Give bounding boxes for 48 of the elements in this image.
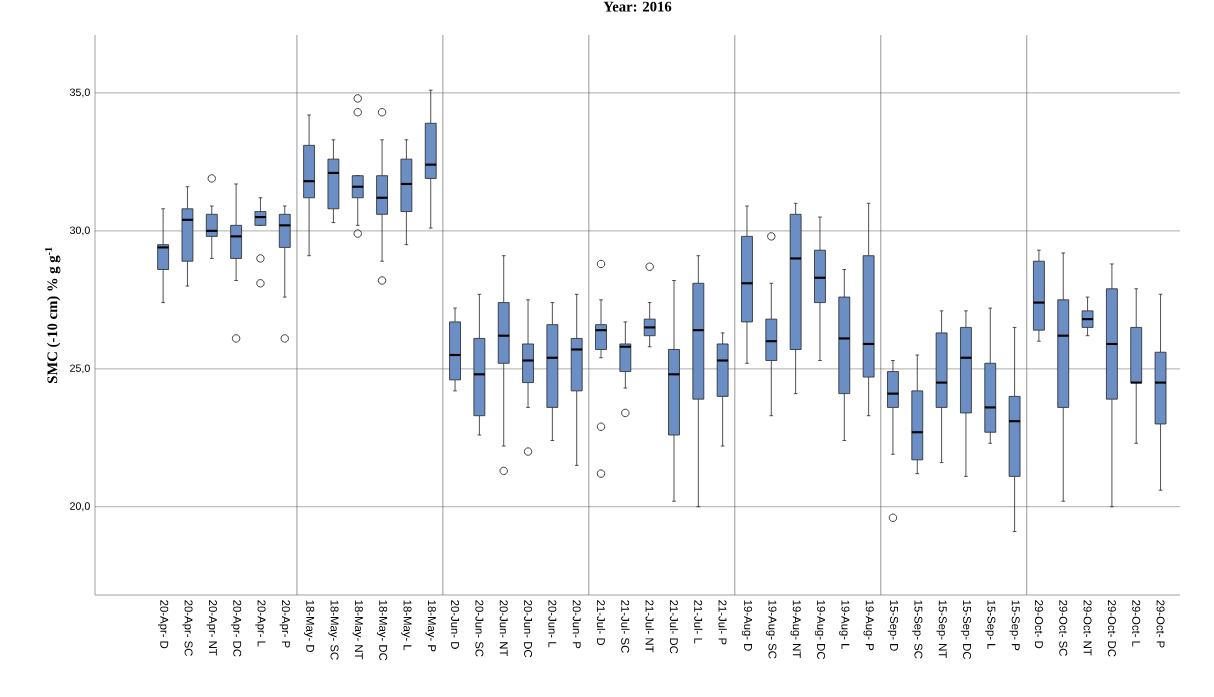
x-tick-label: 20-Jun- SC	[475, 600, 484, 657]
x-tick-label: 29-Oct- DC	[1107, 600, 1116, 657]
x-tick-label: 15-Sep- D	[887, 600, 899, 651]
chart-title: Year: 2016	[603, 1, 672, 12]
x-tick-label: 29-Oct- P	[1156, 600, 1165, 648]
x-tick-label: 19-Aug- DC	[814, 600, 826, 660]
x-tick-label: 19-Aug- SC	[766, 600, 777, 659]
x-tick-label: 29-Oct- SC	[1059, 600, 1068, 656]
x-tick-label: 21-Jul- SC	[621, 600, 630, 653]
x-tick-label: 21-Jul- L	[694, 600, 703, 644]
x-tick-label: 15-Sep- DC	[960, 600, 972, 660]
x-tick-label: 20-Apr- DC	[230, 600, 242, 657]
x-tick-label: 21-Jul- DC	[669, 600, 679, 654]
x-tick-label: 18-May- DC	[376, 600, 388, 661]
x-tick-label: 19-Aug- P	[863, 600, 874, 651]
x-tick-label: 21-Jul- NT	[645, 600, 654, 653]
y-axis-title: SMC (-10 cm) % g g$^{-1}$	[45, 247, 61, 383]
x-tick-label: 20-Jun- DC	[524, 600, 533, 658]
y-tick-label: 30,0	[69, 226, 90, 236]
x-tick-label: 29-Oct- D	[1034, 600, 1043, 649]
x-tick-label: 20-Jun- NT	[499, 600, 508, 657]
x-tick-label: 20-Apr- NT	[206, 600, 217, 656]
x-tick-label: 15-Sep- L	[985, 600, 996, 650]
x-tick-label: 18-May- L	[401, 600, 412, 651]
x-tick-label: 18-May- SC	[328, 600, 339, 660]
x-tick-label: 29-Oct- NT	[1083, 600, 1092, 656]
x-tick-label: 19-Aug- D	[741, 600, 753, 651]
x-tick-label: 20-Jun- D	[451, 600, 460, 649]
x-tick-label: 18-May- NT	[352, 600, 363, 660]
y-tick-label: 35,0	[69, 88, 90, 98]
x-tick-label: 21-Jul- P	[718, 600, 727, 645]
x-tick-label: 18-May- D	[303, 600, 315, 653]
x-tick-label: 20-Jun- L	[548, 600, 557, 648]
x-tick-label: 18-May- P	[425, 600, 436, 652]
x-tick-label: 15-Sep- P	[1009, 600, 1020, 651]
x-tick-label: 19-Aug- NT	[790, 600, 801, 659]
x-tick-label: 21-Jul- D	[596, 600, 606, 646]
x-tick-label: 19-Aug- L	[839, 600, 850, 650]
y-tick-label: 20,0	[70, 502, 90, 512]
x-tick-label: 20-Jun- P	[572, 600, 581, 649]
y-tick-label: 25,0	[70, 364, 90, 374]
x-tick-label: 15-Sep- NT	[936, 600, 947, 659]
x-tick-label: 15-Sep- SC	[912, 600, 923, 659]
x-tick-label: 20-Apr- L	[255, 600, 266, 647]
x-tick-label: 20-Apr- SC	[182, 600, 193, 656]
x-tick-label: 20-Apr- D	[158, 600, 169, 649]
x-tick-label: 29-Oct- L	[1132, 600, 1141, 647]
x-tick-label: 20-Apr- P	[279, 600, 290, 648]
